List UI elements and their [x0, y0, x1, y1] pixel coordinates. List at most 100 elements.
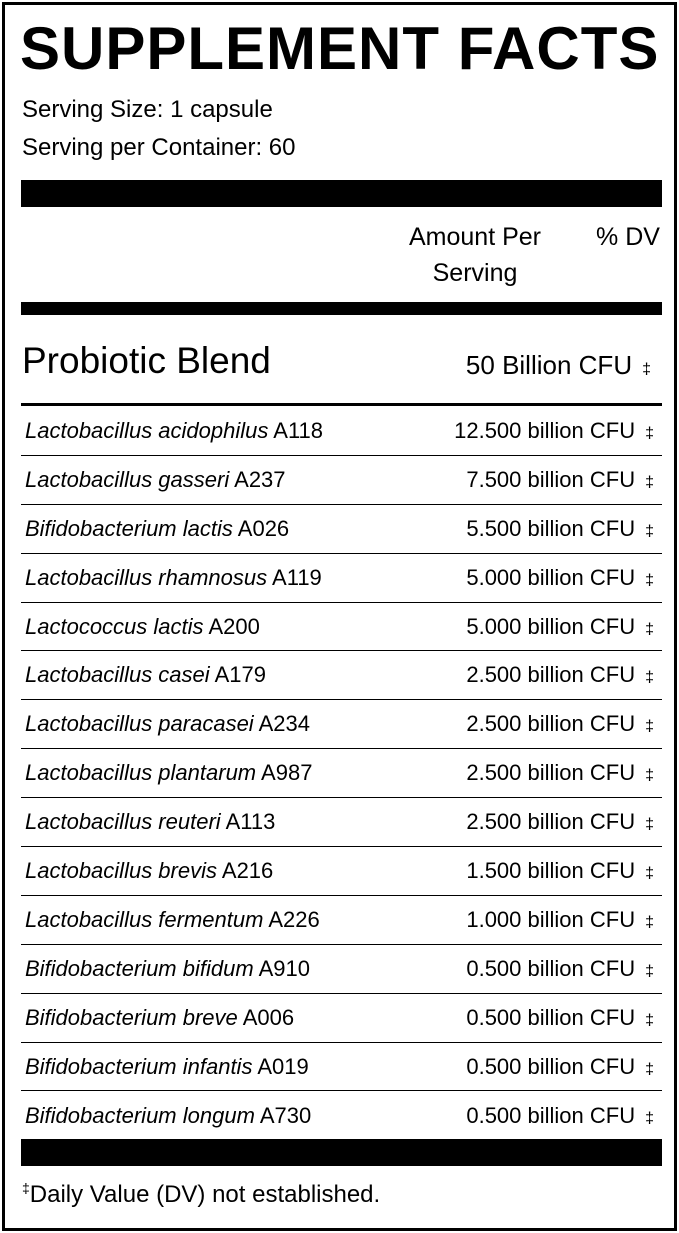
- species: Lactobacillus paracasei: [25, 711, 254, 737]
- dv-value: ‡: [645, 767, 654, 785]
- ingredient-amount: 2.500 billion CFU ‡: [466, 760, 662, 786]
- species: Bifidobacterium breve: [25, 1004, 238, 1030]
- ingredient-amount: 1.000 billion CFU ‡: [466, 907, 662, 933]
- divider-line: [21, 403, 662, 406]
- strain: A118: [273, 417, 324, 443]
- divider-bar: [21, 302, 662, 315]
- ingredient-row: Lactobacillus acidophilus A118 12.500 bil…: [21, 407, 662, 456]
- divider-bar: [21, 180, 662, 207]
- species: Lactobacillus casei: [25, 662, 210, 688]
- blend-amount-value: 50 Billion CFU: [465, 350, 633, 380]
- ingredient-name: Lactobacillus acidophilus A118: [21, 418, 323, 444]
- ingredient-amount: 2.500 billion CFU ‡: [466, 662, 662, 688]
- ingredient-amount: 5.000 billion CFU ‡: [466, 565, 662, 591]
- dv-value: ‡: [645, 1060, 654, 1078]
- page-title: SUPPLEMENT FACTS: [20, 15, 660, 82]
- amount-value: 1.500 billion CFU: [466, 857, 636, 883]
- ingredient-amount: 0.500 billion CFU ‡: [466, 1005, 662, 1031]
- amount-value: 2.500 billion CFU: [466, 809, 636, 835]
- species: Bifidobacterium bifidum: [25, 955, 254, 981]
- ingredient-name: Bifidobacterium lactis A026: [21, 516, 289, 542]
- ingredient-name: Lactobacillus brevis A216: [21, 858, 273, 884]
- strain: A226: [268, 906, 320, 932]
- dv-value: ‡: [645, 522, 654, 540]
- ingredient-row: Lactobacillus brevis A216 1.500 billion C…: [21, 847, 662, 896]
- ingredient-name: Bifidobacterium bifidum A910: [21, 956, 310, 982]
- dv-value: ‡: [645, 424, 654, 442]
- blend-amount: 50 Billion CFU ‡: [466, 350, 651, 381]
- strain: A113: [225, 809, 276, 835]
- species: Lactococcus lactis: [25, 613, 204, 639]
- ingredient-row: Lactobacillus fermentum A226 1.000 billio…: [21, 896, 662, 945]
- amount-value: 0.500 billion CFU: [466, 1102, 636, 1128]
- ingredient-name: Bifidobacterium breve A006: [21, 1005, 294, 1031]
- ingredient-amount: 0.500 billion CFU ‡: [466, 1103, 662, 1129]
- blend-dv: ‡: [642, 361, 651, 378]
- amount-value: 1.000 billion CFU: [466, 906, 636, 932]
- strain: A200: [208, 613, 260, 639]
- amount-per-serving-header: Amount Per Serving: [385, 219, 565, 291]
- divider-bar: [21, 1139, 662, 1166]
- ingredient-name: Lactobacillus plantarum A987: [21, 760, 312, 786]
- ingredient-amount: 0.500 billion CFU ‡: [466, 1054, 662, 1080]
- ingredient-row: Lactobacillus reuteri A113 2.500 billion …: [21, 798, 662, 848]
- dv-value: ‡: [645, 1109, 654, 1127]
- ingredient-amount: 12.500 billion CFU ‡: [454, 418, 662, 444]
- amount-value: 12.500 billion CFU: [454, 417, 636, 443]
- ingredient-list: Lactobacillus acidophilus A118 12.500 bil…: [21, 407, 662, 1140]
- dv-value: ‡: [645, 473, 654, 491]
- ingredient-name: Lactobacillus reuteri A113: [21, 809, 275, 835]
- strain: A019: [257, 1053, 309, 1079]
- dv-value: ‡: [645, 718, 654, 736]
- ingredient-row: Lactobacillus casei A179 2.500 billion CF…: [21, 651, 662, 701]
- ingredient-row: Bifidobacterium lactis A026 5.500 billion…: [21, 505, 662, 554]
- ingredient-amount: 2.500 billion CFU ‡: [466, 809, 662, 835]
- ingredient-amount: 1.500 billion CFU ‡: [466, 858, 662, 884]
- amount-value: 0.500 billion CFU: [466, 955, 636, 981]
- ingredient-row: Bifidobacterium breve A006 0.500 billion …: [21, 994, 662, 1043]
- ingredient-amount: 7.500 billion CFU ‡: [466, 467, 662, 493]
- ingredient-row: Bifidobacterium bifidum A910 0.500 billio…: [21, 945, 662, 994]
- ingredient-amount: 5.500 billion CFU ‡: [466, 516, 662, 542]
- ingredient-amount: 2.500 billion CFU ‡: [466, 711, 662, 737]
- footnote: ‡Daily Value (DV) not established.: [22, 1180, 380, 1209]
- strain: A006: [242, 1004, 295, 1030]
- ingredient-row: Lactobacillus rhamnosus A119 5.000 billio…: [21, 554, 662, 603]
- species: Lactobacillus reuteri: [25, 809, 221, 835]
- ingredient-row: Bifidobacterium longum A730 0.500 billion…: [21, 1091, 662, 1140]
- strain: A179: [214, 662, 266, 688]
- header-line: Amount Per: [408, 223, 541, 251]
- dv-value: ‡: [645, 620, 654, 638]
- species: Bifidobacterium longum: [25, 1102, 255, 1128]
- species: Lactobacillus plantarum: [25, 760, 257, 786]
- ingredient-name: Lactobacillus casei A179: [21, 662, 266, 688]
- ingredient-name: Lactobacillus fermentum A226: [21, 907, 320, 933]
- amount-value: 7.500 billion CFU: [466, 466, 636, 492]
- ingredient-row: Lactobacillus gasseri A237 7.500 billion …: [21, 456, 662, 505]
- ingredient-name: Lactobacillus paracasei A234: [21, 711, 310, 737]
- strain: A216: [221, 857, 274, 883]
- amount-value: 2.500 billion CFU: [466, 711, 636, 737]
- species: Bifidobacterium infantis: [25, 1053, 253, 1079]
- dv-value: ‡: [645, 913, 654, 931]
- ingredient-amount: 5.000 billion CFU ‡: [466, 614, 662, 640]
- amount-value: 0.500 billion CFU: [466, 1004, 636, 1030]
- header-line: Serving: [432, 259, 518, 287]
- ingredient-row: Lactobacillus paracasei A234 2.500 billio…: [21, 700, 662, 750]
- amount-value: 5.000 billion CFU: [466, 564, 636, 590]
- ingredient-name: Lactococcus lactis A200: [21, 614, 260, 640]
- dv-value: ‡: [645, 864, 654, 882]
- strain: A987: [261, 760, 313, 786]
- ingredient-row: Lactococcus lactis A200 5.000 billion CFU…: [21, 603, 662, 652]
- servings-per-container: Serving per Container: 60: [22, 134, 296, 161]
- strain: A119: [272, 564, 322, 590]
- ingredient-row: Bifidobacterium infantis A019 0.500 billi…: [21, 1043, 662, 1092]
- footnote-text: Daily Value (DV) not established.: [29, 1181, 381, 1208]
- species: Lactobacillus acidophilus: [25, 417, 269, 443]
- amount-value: 5.500 billion CFU: [466, 515, 636, 541]
- serving-size: Serving Size: 1 capsule: [22, 96, 273, 123]
- dv-value: ‡: [645, 1011, 654, 1029]
- amount-value: 2.500 billion CFU: [466, 662, 636, 688]
- dv-value: ‡: [645, 669, 654, 687]
